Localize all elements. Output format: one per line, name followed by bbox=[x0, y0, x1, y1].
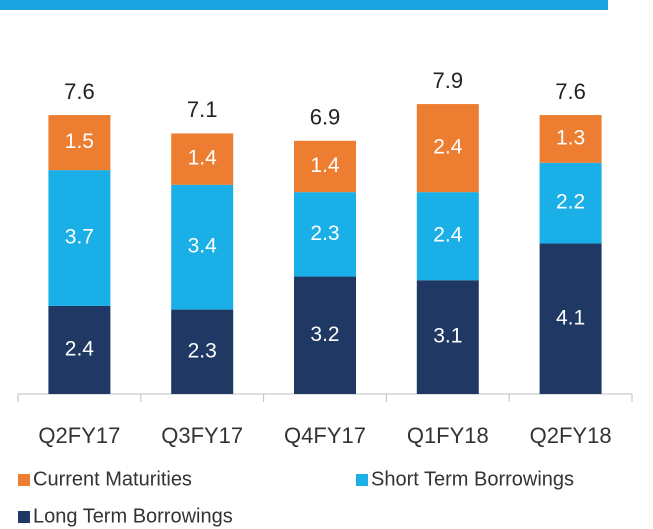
data-label: 1.3 bbox=[556, 126, 585, 149]
bar-segment bbox=[171, 133, 234, 185]
data-label: 1.4 bbox=[310, 154, 340, 177]
bar-segment bbox=[294, 192, 356, 277]
data-label: 2.4 bbox=[433, 136, 463, 159]
bar-segment bbox=[539, 162, 602, 244]
legend-swatch bbox=[18, 474, 30, 486]
bar-segment bbox=[416, 192, 479, 281]
x-tick-label: Q3FY17 bbox=[161, 423, 243, 448]
total-label: 6.9 bbox=[310, 105, 341, 130]
x-tick-label: Q2FY18 bbox=[530, 423, 612, 448]
data-label: 2.4 bbox=[65, 338, 95, 361]
legend-label: Current Maturities bbox=[33, 468, 192, 490]
bar-segment bbox=[48, 170, 111, 306]
data-label: 2.3 bbox=[188, 339, 217, 362]
data-label: 2.2 bbox=[556, 191, 585, 214]
legend-label: Long Term Borrowings bbox=[33, 505, 233, 527]
total-label: 7.6 bbox=[64, 79, 95, 104]
x-tick-label: Q4FY17 bbox=[284, 423, 366, 448]
x-tick-label: Q2FY17 bbox=[38, 423, 120, 448]
data-label: 3.1 bbox=[433, 325, 462, 348]
bar-segment bbox=[171, 184, 234, 310]
total-label: 7.1 bbox=[187, 97, 218, 122]
bar-segment bbox=[416, 280, 479, 394]
header-band bbox=[0, 0, 608, 10]
data-label: 1.4 bbox=[188, 147, 218, 170]
bar-segment bbox=[539, 243, 602, 394]
bar-segment bbox=[294, 276, 356, 394]
bar-segment bbox=[294, 140, 356, 193]
data-label: 3.7 bbox=[65, 226, 94, 249]
data-label: 3.2 bbox=[310, 323, 339, 346]
legend-swatch bbox=[18, 511, 30, 523]
bar-segment bbox=[539, 115, 602, 163]
data-label: 3.4 bbox=[188, 235, 218, 258]
data-label: 4.1 bbox=[556, 306, 585, 329]
legend-label: Short Term Borrowings bbox=[371, 468, 574, 490]
bar-segment bbox=[48, 305, 111, 394]
data-label: 2.4 bbox=[433, 224, 463, 247]
bar-segment bbox=[416, 104, 479, 193]
bar-segment bbox=[48, 115, 111, 171]
bar-segment bbox=[171, 309, 234, 394]
legend-swatch bbox=[356, 474, 368, 486]
data-label: 2.3 bbox=[310, 222, 339, 245]
data-label: 1.5 bbox=[65, 130, 94, 153]
total-label: 7.6 bbox=[555, 79, 586, 104]
total-label: 7.9 bbox=[433, 68, 464, 93]
x-tick-label: Q1FY18 bbox=[407, 423, 489, 448]
